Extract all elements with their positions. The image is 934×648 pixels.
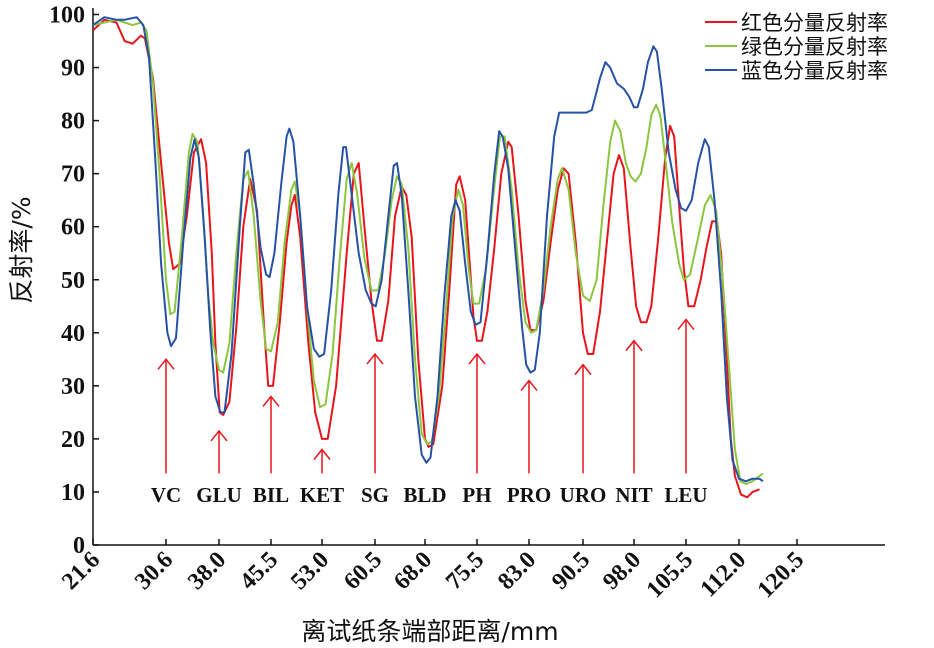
y-axis-ticks: 0 10 20 30 40 50 60 70 80 90 100 (49, 3, 99, 559)
x-tick-label: 21.6 (57, 547, 105, 595)
x-tick-label: 105.5 (642, 547, 699, 604)
annotation-arrow-head (520, 379, 538, 392)
annotation-arrow-head (313, 448, 331, 460)
y-tick-label: 0 (73, 533, 85, 559)
y-tick-label: 40 (61, 321, 85, 347)
legend-label-3: 蓝色分量反射率 (741, 59, 888, 83)
y-tick-label: 30 (61, 374, 85, 400)
y-tick-label: 70 (61, 162, 85, 188)
x-tick-label: 83.0 (493, 547, 541, 595)
y-tick-label: 20 (61, 427, 85, 453)
parameter-label: KET (300, 483, 344, 507)
y-tick-label: 90 (61, 56, 85, 82)
parameter-label: BLD (403, 483, 446, 507)
x-tick-label: 45.5 (235, 547, 283, 595)
x-tick-label: 68.0 (389, 547, 437, 595)
x-tick-label: 60.5 (339, 547, 387, 595)
legend-label-1: 红色分量反射率 (741, 11, 888, 35)
parameter-annotations: VC GLU BIL KET SG BLD PH PRO URO NIT LEU (151, 318, 708, 507)
parameter-label: PRO (507, 483, 551, 507)
parameter-label: GLU (196, 483, 242, 507)
parameter-label: URO (560, 483, 607, 507)
parameter-label: SG (361, 483, 389, 507)
legend-label-2: 绿色分量反射率 (741, 35, 888, 59)
series-line-3 (92, 16, 764, 483)
x-tick-label: 90.5 (547, 547, 595, 595)
parameter-label: PH (462, 483, 491, 507)
parameter-label: NIT (615, 483, 652, 507)
annotation-arrow-head (468, 352, 486, 365)
y-tick-label: 60 (61, 215, 85, 241)
x-tick-label: 120.5 (753, 547, 810, 604)
parameter-label: BIL (253, 483, 289, 507)
y-tick-label: 50 (61, 268, 85, 294)
axes (92, 8, 885, 546)
series-line-1 (92, 18, 760, 499)
x-tick-label: 112.0 (696, 547, 752, 603)
annotation-arrow-head (625, 339, 643, 352)
x-tick-label: 53.0 (286, 547, 334, 595)
annotation-arrow-head (262, 395, 280, 407)
y-tick-label: 10 (61, 480, 85, 506)
x-tick-label: 75.5 (441, 547, 489, 595)
series-lines (92, 16, 764, 499)
x-axis-title: 离试纸条端部距离/mm (301, 617, 558, 646)
parameter-label: LEU (664, 483, 707, 507)
annotation-arrow-head (157, 358, 175, 370)
x-tick-label: 30.6 (130, 547, 178, 595)
x-tick-label: 98.0 (598, 547, 646, 595)
x-tick-label: 38.0 (183, 547, 231, 595)
annotation-arrow-head (574, 363, 592, 376)
annotation-arrow-head (677, 318, 695, 331)
y-axis-title: 反射率/% (7, 196, 36, 303)
x-axis-ticks: 21.6 30.6 38.0 45.5 53.0 60.5 68.0 75.5 83.0 90.5… (57, 539, 809, 603)
y-tick-label: 100 (49, 3, 85, 29)
annotation-arrow-head (366, 352, 384, 365)
annotation-arrow-head (210, 429, 228, 442)
parameter-label: VC (151, 483, 181, 507)
y-tick-label: 80 (61, 109, 85, 135)
